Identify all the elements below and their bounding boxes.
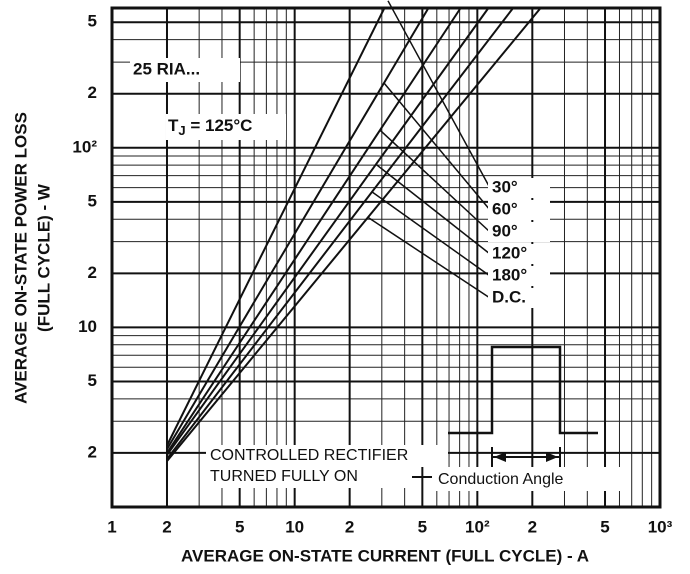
leader-line (383, 82, 491, 211)
legend-label: 180° (492, 265, 527, 284)
y-tick-label: 5 (88, 12, 97, 31)
y-axis-label: (FULL CYCLE) - W (34, 183, 53, 332)
legend-bg (488, 222, 550, 242)
y-tick-label: 2 (88, 263, 97, 282)
annotation: CONTROLLED RECTIFIER (210, 447, 408, 464)
labels: 25 RIA... TJ = 125°C CONTROLLED RECTIFIE… (11, 12, 672, 566)
waveform-inset (448, 345, 598, 467)
series-line (166, 7, 514, 460)
series-lines (166, 0, 542, 462)
label-bg (206, 445, 448, 467)
legend-label: 60° (492, 199, 518, 218)
x-tick-label: 10 (285, 517, 304, 536)
legend-label: 30° (492, 177, 518, 196)
annotation: TURNED FULLY ON (210, 468, 358, 485)
y-tick-label: 5 (88, 191, 97, 210)
series-line (166, 7, 462, 454)
legend-label: D.C. (492, 287, 526, 306)
legend-bg (488, 288, 550, 308)
x-tick-label: 5 (600, 517, 609, 536)
x-tick-label: 5 (418, 517, 427, 536)
series-line (166, 7, 490, 456)
x-tick-label: 5 (235, 517, 244, 536)
arrow-head (546, 452, 558, 462)
x-tick-label: 10² (465, 517, 490, 536)
label-bg (166, 114, 286, 140)
x-tick-label: 2 (162, 517, 171, 536)
y-tick-label: 2 (88, 442, 97, 461)
legend-bg (488, 244, 550, 264)
y-tick-label: 10² (72, 137, 97, 156)
legend-label: 120° (492, 243, 527, 262)
tj-label: TJ = 125°C (168, 116, 252, 138)
annotation: Conduction Angle (438, 471, 564, 488)
x-tick-label: 10³ (648, 517, 673, 536)
y-tick-label: 2 (88, 83, 97, 102)
leader-line (367, 216, 491, 299)
x-tick-label: 2 (528, 517, 537, 536)
tj-base: T (168, 116, 179, 135)
legend-label: 90° (492, 221, 518, 240)
x-axis-label: AVERAGE ON-STATE CURRENT (FULL CYCLE) - … (181, 546, 589, 565)
label-bg (130, 58, 240, 82)
leader-line (387, 0, 491, 189)
leader-line (379, 129, 491, 233)
series-line (166, 7, 386, 446)
tj-sub: J (178, 123, 185, 138)
label-bg (434, 467, 622, 491)
x-tick-label: 1 (107, 517, 116, 536)
y-tick-label: 10 (78, 317, 97, 336)
series-line (166, 7, 430, 450)
waveform (448, 345, 598, 435)
label-bg (206, 466, 411, 488)
arrow-head (494, 452, 506, 462)
x-tick-label: 2 (345, 517, 354, 536)
model-label: 25 RIA... (133, 59, 200, 78)
tj-rest: = 125°C (186, 116, 253, 135)
legend-bg (488, 266, 550, 286)
legend-bg (488, 200, 550, 220)
y-tick-label: 5 (88, 371, 97, 390)
legend-bg (488, 178, 550, 198)
y-axis-label: AVERAGE ON-STATE POWER LOSS (11, 112, 30, 404)
plot-frame (110, 6, 662, 509)
leader-line (375, 163, 491, 255)
series-line (166, 7, 542, 462)
leader-line (371, 191, 491, 277)
